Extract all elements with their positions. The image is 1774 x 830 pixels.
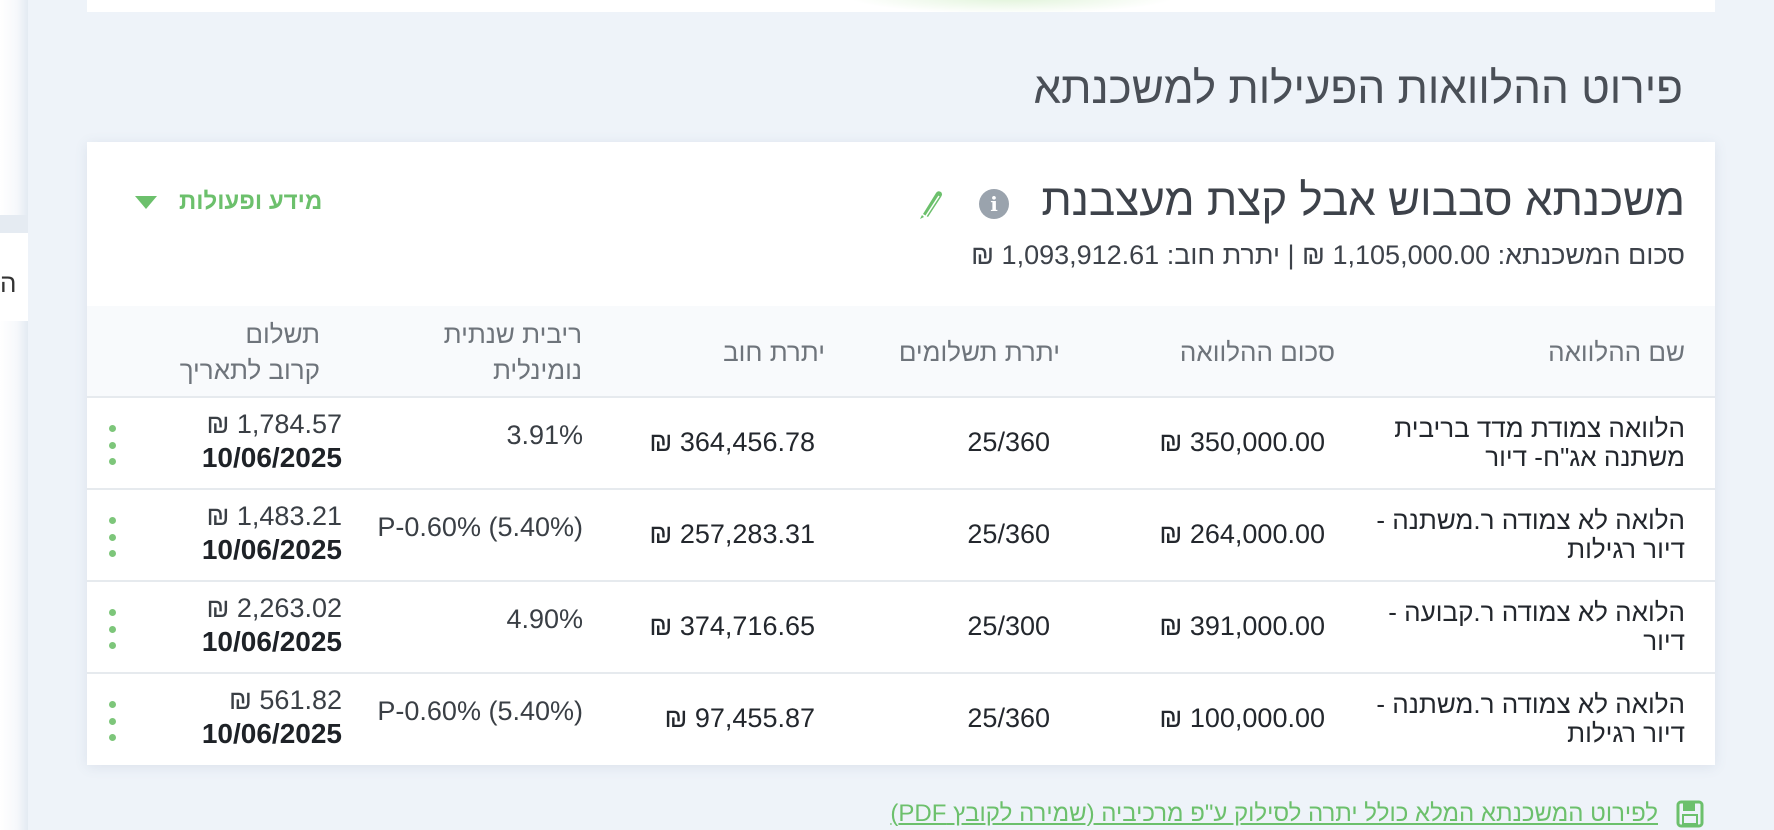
- next-payment-cell: 2,263.02 ₪ 10/06/2025: [202, 591, 342, 659]
- loan-name-line1: הלוואה צמודת מדד בריבית: [1394, 413, 1685, 443]
- left-panel-tab[interactable]: [0, 215, 28, 321]
- full-mortgage-details-label: לפירוט המשכנתא המלא כולל יתרה לסילוק ע"פ…: [890, 800, 1658, 827]
- mortgage-name: משכנתא סבבוש אבל קצת מעצבנת: [1041, 176, 1685, 225]
- loan-amount-cell: 100,000.00 ₪: [1159, 703, 1325, 733]
- balance-cell: 364,456.78 ₪: [649, 427, 815, 457]
- table-row[interactable]: הלואה לא צמודה ר.משתנה - דיור רגילות 264…: [87, 490, 1715, 582]
- edit-pencil-icon[interactable]: [914, 187, 944, 221]
- header-annual-rate-line2: נומינלית: [492, 355, 582, 385]
- loan-name-cell: הלואה לא צמודה ר.משתנה - דיור רגילות: [1376, 690, 1685, 748]
- loan-name-line1: הלואה לא צמודה ר.משתנה -: [1376, 505, 1685, 535]
- loan-amount-cell: 264,000.00 ₪: [1159, 519, 1325, 549]
- save-disk-icon: [1676, 800, 1704, 828]
- table-row[interactable]: הלוואה צמודת מדד בריבית משתנה אג"ח- דיור…: [87, 398, 1715, 490]
- loan-name-cell: הלואה לא צמודה ר.קבועה - דיור: [1388, 598, 1685, 656]
- loan-name-line2: דיור רגילות: [1567, 534, 1685, 564]
- balance-cell: 257,283.31 ₪: [649, 519, 815, 549]
- next-payment-cell: 1,784.57 ₪ 10/06/2025: [202, 407, 342, 475]
- rate-cell: P-0.60% (5.40%): [377, 512, 583, 542]
- info-icon[interactable]: i: [979, 189, 1009, 219]
- remaining-payments-cell: 25/360: [967, 519, 1050, 549]
- row-menu-icon[interactable]: [107, 517, 117, 557]
- caret-down-icon: [135, 195, 157, 209]
- next-payment-date: 10/06/2025: [201, 442, 342, 473]
- rate-cell: P-0.60% (5.40%): [377, 696, 583, 726]
- loan-name-line2: משתנה אג"ח- דיור: [1485, 442, 1685, 472]
- full-mortgage-details-pdf-link[interactable]: לפירוט המשכנתא המלא כולל יתרה לסילוק ע"פ…: [890, 800, 1704, 828]
- loan-name-line2: דיור: [1643, 626, 1685, 656]
- left-panel-edge: [0, 0, 28, 830]
- loan-name-cell: הלוואה צמודת מדד בריבית משתנה אג"ח- דיור: [1394, 414, 1685, 472]
- next-payment-amount: 2,263.02 ₪: [206, 593, 342, 623]
- header-annual-rate: ריבית שנתית נומינלית: [444, 316, 582, 388]
- loan-name-line1: הלואה לא צמודה ר.קבועה -: [1388, 597, 1685, 627]
- next-payment-date: 10/06/2025: [201, 626, 342, 657]
- section-title: פירוט ההלוואות הפעילות למשכנתא: [1033, 64, 1684, 113]
- loan-name-cell: הלואה לא צמודה ר.משתנה - דיור רגילות: [1376, 506, 1685, 564]
- row-menu-icon[interactable]: [107, 609, 117, 649]
- next-payment-cell: 561.82 ₪ 10/06/2025: [202, 683, 342, 751]
- loan-name-line1: הלואה לא צמודה ר.משתנה -: [1376, 689, 1685, 719]
- remaining-payments-cell: 25/360: [967, 703, 1050, 733]
- loan-amount-cell: 350,000.00 ₪: [1159, 427, 1325, 457]
- mortgage-card-header: משכנתא סבבוש אבל קצת מעצבנת i סכום המשכנ…: [87, 142, 1715, 306]
- loan-name-line2: דיור רגילות: [1567, 718, 1685, 748]
- info-and-actions-label: מידע ופעולות: [179, 188, 323, 215]
- next-payment-date: 10/06/2025: [201, 534, 342, 565]
- left-panel-label: ה: [0, 268, 17, 298]
- header-loan-amount: סכום ההלוואה: [1179, 337, 1335, 367]
- info-and-actions-dropdown[interactable]: מידע ופעולות: [135, 188, 322, 216]
- row-menu-icon[interactable]: [107, 425, 117, 465]
- table-row[interactable]: הלואה לא צמודה ר.קבועה - דיור 391,000.00…: [87, 582, 1715, 674]
- loan-amount-cell: 391,000.00 ₪: [1159, 611, 1325, 641]
- next-payment-date: 10/06/2025: [201, 718, 342, 749]
- header-loan-name: שם ההלוואה: [1548, 337, 1685, 367]
- remaining-payments-cell: 25/300: [967, 611, 1050, 641]
- mortgage-summary: סכום המשכנתא: 1,105,000.00 ₪ | יתרת חוב:…: [971, 240, 1685, 270]
- header-next-payment: תשלום קרוב לתאריך: [180, 316, 320, 388]
- rate-cell: 3.91%: [506, 420, 583, 450]
- mortgage-card: משכנתא סבבוש אבל קצת מעצבנת i סכום המשכנ…: [87, 142, 1715, 765]
- rate-cell: 4.90%: [506, 604, 583, 634]
- previous-card-glow: [847, 0, 1177, 12]
- previous-card-bottom: [87, 0, 1715, 12]
- next-payment-amount: 1,784.57 ₪: [206, 409, 342, 439]
- balance-cell: 97,455.87 ₪: [664, 703, 815, 733]
- row-menu-icon[interactable]: [107, 701, 117, 741]
- next-payment-amount: 561.82 ₪: [228, 685, 342, 715]
- header-next-payment-line2: קרוב לתאריך: [179, 355, 320, 385]
- header-remaining-payments: יתרת תשלומים: [898, 337, 1060, 367]
- balance-cell: 374,716.65 ₪: [649, 611, 815, 641]
- header-balance: יתרת חוב: [723, 337, 825, 367]
- loans-table-header: שם ההלוואה סכום ההלוואה יתרת תשלומים יתר…: [87, 306, 1715, 398]
- next-payment-cell: 1,483.21 ₪ 10/06/2025: [202, 499, 342, 567]
- header-next-payment-line1: תשלום: [245, 319, 320, 349]
- remaining-payments-cell: 25/360: [967, 427, 1050, 457]
- header-annual-rate-line1: ריבית שנתית: [443, 319, 582, 349]
- table-row[interactable]: הלואה לא צמודה ר.משתנה - דיור רגילות 100…: [87, 674, 1715, 766]
- next-payment-amount: 1,483.21 ₪: [206, 501, 342, 531]
